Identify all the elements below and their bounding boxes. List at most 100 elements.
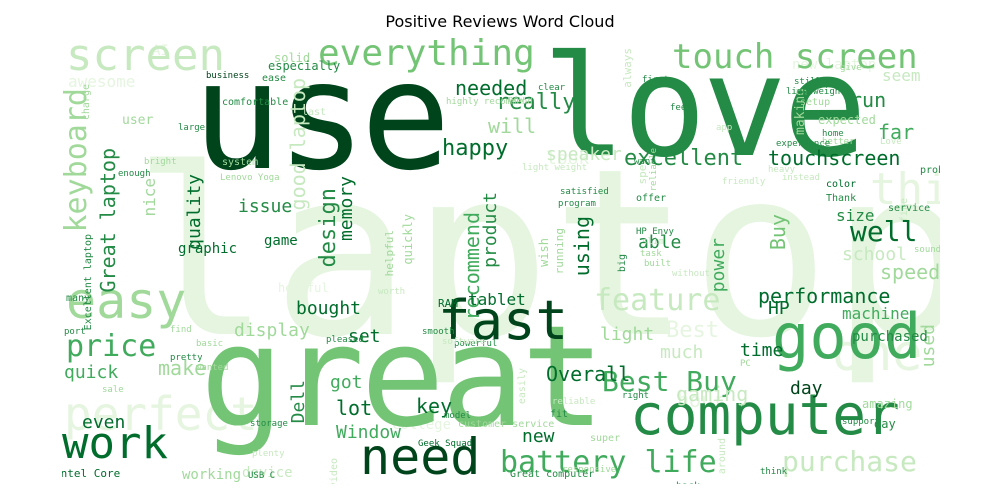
cloud-word: need [360,428,481,484]
cloud-word: key [416,394,453,418]
cloud-word: Love [880,137,902,147]
cloud-word: worth [378,287,406,297]
cloud-word: game [264,233,298,249]
cloud-word: customer service [458,419,555,430]
cloud-word: happy [442,136,509,161]
cloud-word: lightweight [786,87,846,97]
cloud-word: app [716,123,733,133]
cloud-word: pleased [326,335,364,345]
cloud-word: Geek Squad [418,439,473,449]
cloud-word: PC [740,359,751,369]
cloud-word: needed [455,76,528,100]
cloud-word: RAM [438,297,458,310]
cloud-word: school [842,244,908,265]
cloud-word: Great laptop [96,148,120,293]
cloud-word: responsive [562,465,617,475]
cloud-word: use [192,38,451,204]
cloud-word: will [488,114,537,138]
cloud-word: using [570,216,594,277]
cloud-word: smooth [422,327,455,337]
cloud-word: working [182,467,242,483]
cloud-word: college [392,417,452,433]
cloud-word: powerful [454,339,498,349]
cloud-word: device [242,465,293,481]
cloud-word: Great computer [510,469,595,480]
cloud-word: plenty [252,449,285,459]
cloud-word: solid [274,51,311,65]
cloud-word: hour [677,388,726,412]
cloud-word: Thank [826,193,857,204]
cloud-word: satisfied [560,187,609,197]
cloud-word: day [874,417,896,431]
cloud-word: day [790,378,823,399]
cloud-word: laptop [132,119,940,389]
cloud-word: machine [842,304,910,323]
cloud-word: light weight [522,163,588,173]
cloud-word: comfortable [222,97,289,108]
cloud-word: able [638,232,682,253]
cloud-word: battery life [500,445,717,480]
cloud-word: especially [268,59,341,73]
cloud-word: product [480,192,501,268]
chart-title: Positive Reviews Word Cloud [385,12,615,31]
cloud-word: support [842,417,880,427]
cloud-word: basic [196,339,224,349]
cloud-word: problem [920,165,940,176]
cloud-word: display [234,320,310,341]
cloud-word: quickly [401,214,415,265]
cloud-word: fit [550,409,569,420]
cloud-word: find [170,325,192,335]
cloud-word: first [642,75,670,85]
cloud-word: right [622,391,650,401]
cloud-word: Best [666,318,719,343]
cloud-word: offer [636,193,667,204]
cloud-word: heavy [768,165,796,175]
cloud-word: user [122,113,154,128]
cloud-word: Overall [546,362,631,386]
cloud-word: without [672,269,710,279]
cloud-word: lot [336,396,373,420]
cloud-word: price [66,329,157,364]
cloud-word: light [600,324,655,345]
cloud-word: video [329,458,340,484]
cloud-word: bright [144,157,177,167]
cloud-word: purchased [852,329,928,345]
cloud-word: computer [630,383,900,448]
cloud-word: enough [118,169,151,179]
cloud-word: easy [66,272,187,330]
cloud-word: Excellent laptop [83,234,94,331]
cloud-word: run [850,88,887,112]
cloud-word: business [206,71,250,81]
cloud-word: sound [914,245,940,255]
cloud-word: reliable [552,397,596,407]
cloud-word: USB C [248,471,276,481]
cloud-word: system [222,157,259,168]
cloud-word: well [850,215,918,248]
cloud-word: Lenovo Yoga [220,173,280,183]
cloud-word: got [330,372,363,393]
cloud-word: highly recommend [446,97,533,107]
cloud-word: everything [318,38,535,74]
cloud-word: always [621,48,634,88]
cloud-word: awesome [68,72,136,91]
cloud-word: expected [818,113,876,127]
cloud-word: ease [262,73,287,84]
cloud-word: issue [238,196,293,217]
cloud-word: feel [670,103,692,113]
cloud-word: built [644,259,672,269]
cloud-word: slim [642,237,664,247]
cloud-word: bought [296,298,362,319]
cloud-word: feature [594,283,721,318]
cloud-word: Dell [288,380,309,424]
cloud-word: Buy [766,214,790,251]
cloud-word: gaming [676,382,749,406]
cloud-word: quick [64,362,119,383]
cloud-word: instead [782,173,820,183]
cloud-word: new laptop [792,57,877,73]
cloud-word: one [832,324,923,382]
cloud-word: running [553,228,566,275]
cloud-word: better [822,137,855,147]
cloud-word: large [178,123,206,133]
word-cloud: laptop one perfect thing Best hour aweso… [62,38,940,484]
cloud-word: super [590,433,621,444]
